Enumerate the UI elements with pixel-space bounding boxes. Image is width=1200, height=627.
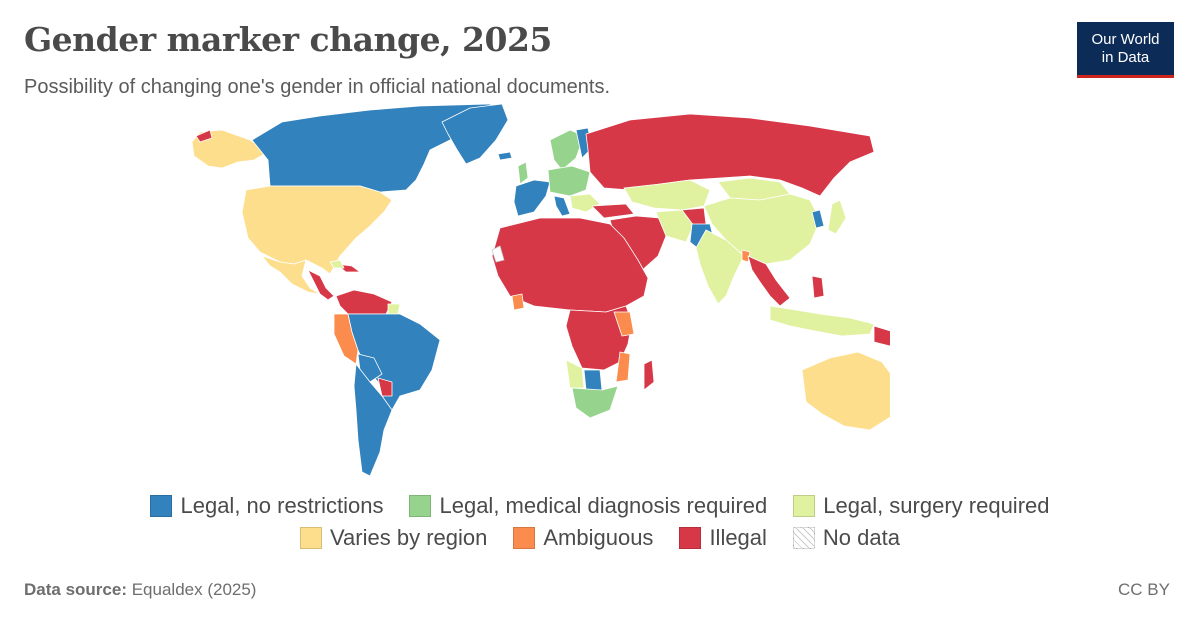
- region-cote-divoire: [511, 293, 525, 311]
- legend-item-illegal[interactable]: Illegal: [679, 525, 767, 551]
- legend-swatch: [300, 527, 323, 549]
- map-legend: Legal, no restrictions Legal, medical di…: [0, 490, 1200, 554]
- region-north-africa: [491, 217, 649, 313]
- legend-label: Illegal: [709, 525, 767, 550]
- region-turkey: [591, 203, 635, 219]
- data-source-value[interactable]: Equaldex (2025): [131, 580, 257, 599]
- page-title: Gender marker change, 2025: [24, 20, 552, 59]
- region-bangladesh: [741, 249, 751, 263]
- region-italy: [553, 195, 571, 217]
- region-png: [873, 325, 890, 347]
- region-central-europe: [547, 165, 591, 197]
- legend-swatch: [513, 527, 536, 549]
- region-alaska: [191, 129, 269, 169]
- region-balkans: [569, 193, 601, 213]
- region-bolivia: [357, 353, 383, 383]
- region-south-africa: [571, 385, 619, 419]
- legend-swatch: [792, 527, 815, 549]
- region-usa: [241, 185, 393, 275]
- owid-logo[interactable]: Our World in Data: [1077, 22, 1174, 78]
- region-central-america: [307, 269, 335, 301]
- legend-row-2: Varies by region Ambiguous Illegal No da…: [0, 522, 1200, 554]
- legend-item-legal-no-restrictions[interactable]: Legal, no restrictions: [150, 493, 383, 519]
- legend-label: Legal, medical diagnosis required: [439, 493, 768, 518]
- region-scandinavia: [549, 129, 585, 171]
- legend-swatch: [150, 495, 173, 517]
- region-australia: [801, 351, 890, 431]
- region-mozambique: [615, 351, 631, 383]
- region-iceland: [497, 151, 513, 161]
- logo-line-2: in Data: [1101, 49, 1150, 66]
- region-western-europe: [513, 179, 551, 217]
- region-russia-far-east-tip: [195, 129, 213, 143]
- page-subtitle: Possibility of changing one's gender in …: [24, 76, 611, 98]
- region-botswana: [583, 369, 603, 391]
- logo-line-1: Our World: [1091, 31, 1160, 48]
- legend-label: Varies by region: [330, 525, 488, 550]
- region-colombia-venezuela: [335, 289, 393, 315]
- legend-item-legal-surgery[interactable]: Legal, surgery required: [793, 493, 1050, 519]
- legend-swatch: [793, 495, 816, 517]
- license-link[interactable]: CC BY: [1118, 580, 1170, 599]
- region-korea: [811, 209, 825, 229]
- legend-item-no-data[interactable]: No data: [792, 525, 900, 551]
- legend-swatch: [679, 527, 702, 549]
- region-angola: [565, 359, 585, 389]
- legend-row-1: Legal, no restrictions Legal, medical di…: [0, 490, 1200, 522]
- legend-label: Ambiguous: [543, 525, 654, 550]
- region-chile-argentina: [353, 363, 393, 477]
- region-guyana: [387, 303, 401, 315]
- legend-label: Legal, no restrictions: [180, 493, 384, 518]
- region-caribbean-2: [329, 259, 345, 269]
- region-madagascar: [643, 359, 655, 391]
- region-west-sahara-nodata: [491, 245, 505, 263]
- region-east-africa-kenya: [613, 311, 635, 337]
- region-russia: [585, 113, 875, 197]
- data-source: Data source: Equaldex (2025): [24, 580, 256, 600]
- region-mexico: [261, 255, 321, 295]
- legend-label: No data: [822, 525, 900, 550]
- region-uk: [517, 161, 529, 185]
- legend-item-legal-medical-diagnosis[interactable]: Legal, medical diagnosis required: [409, 493, 767, 519]
- region-japan: [827, 199, 847, 235]
- legend-swatch: [409, 495, 432, 517]
- region-india: [695, 229, 745, 305]
- data-source-label: Data source:: [24, 580, 127, 599]
- legend-label: Legal, surgery required: [823, 493, 1050, 518]
- region-iran: [655, 209, 695, 243]
- region-paraguay: [377, 377, 393, 397]
- world-map[interactable]: [130, 100, 890, 480]
- legend-item-ambiguous[interactable]: Ambiguous: [513, 525, 653, 551]
- region-myanmar-se-asia: [747, 255, 791, 307]
- region-indonesia: [769, 305, 875, 337]
- region-philippines: [811, 275, 825, 299]
- region-greenland: [441, 103, 509, 165]
- legend-item-varies-by-region[interactable]: Varies by region: [300, 525, 487, 551]
